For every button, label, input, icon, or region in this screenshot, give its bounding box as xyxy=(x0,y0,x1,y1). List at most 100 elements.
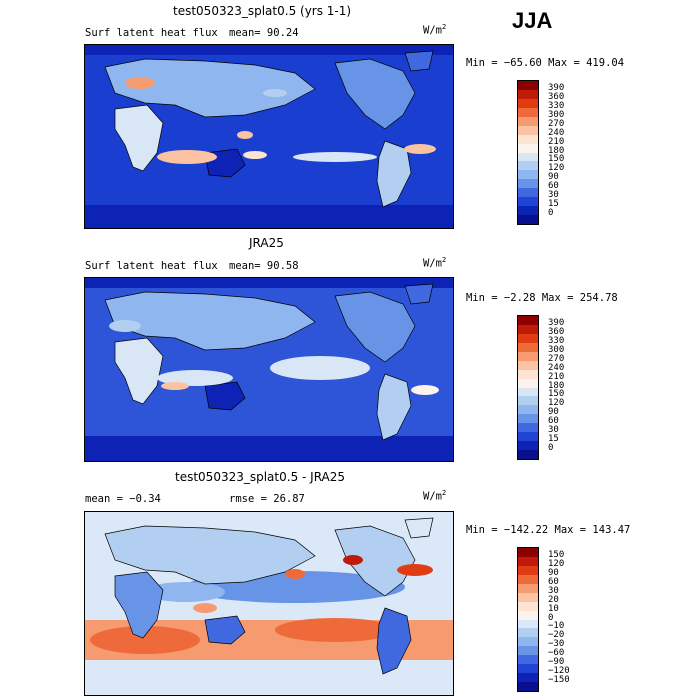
panel2-colorbar xyxy=(517,315,539,460)
colorbar-segment xyxy=(518,316,538,325)
colorbar-tick-label: 90 xyxy=(548,172,559,183)
panel3-colorbar-ticks: 150 120 90 60 30 20 10 0 −10 −20 −30 −60 −90 −120 −150 xyxy=(548,547,588,692)
colorbar-tick-label: 15 xyxy=(548,199,559,210)
colorbar-tick-label: 360 xyxy=(548,326,565,337)
colorbar-segment xyxy=(518,432,538,442)
colorbar-segment xyxy=(518,215,538,224)
colorbar-tick-label: 270 xyxy=(548,353,565,364)
panel3-mean: mean = −0.34 xyxy=(85,493,161,505)
panel2-colorbar-ticks: 390 360 330 300 270 240 210 180 150 120 90 60 30 15 0 xyxy=(548,315,588,460)
colorbar-segment xyxy=(518,565,538,575)
colorbar-tick-label: 120 xyxy=(548,398,565,409)
colorbar-segment xyxy=(518,682,538,691)
colorbar-segment xyxy=(518,188,538,198)
colorbar-segment xyxy=(518,197,538,207)
colorbar-segment xyxy=(518,324,538,334)
colorbar-tick-label: 150 xyxy=(548,389,565,400)
panel1-minmax: Min = −65.60 Max = 419.04 xyxy=(466,57,625,69)
colorbar-tick-label: 210 xyxy=(548,136,565,147)
colorbar-segment xyxy=(518,116,538,126)
colorbar-segment xyxy=(518,387,538,397)
colorbar-segment xyxy=(518,179,538,189)
colorbar-segment xyxy=(518,664,538,674)
colorbar-segment xyxy=(518,170,538,180)
panel3-map-field xyxy=(85,512,453,695)
panel3-minmax: Min = −142.22 Max = 143.47 xyxy=(466,524,631,536)
panel1-title: test050323_splat0.5 (yrs 1-1) xyxy=(173,4,352,18)
colorbar-segment xyxy=(518,342,538,352)
colorbar-tick-label: 180 xyxy=(548,145,565,156)
colorbar-tick-label: 20 xyxy=(548,594,559,605)
colorbar-tick-label: 390 xyxy=(548,82,565,93)
colorbar-segment xyxy=(518,360,538,370)
panel1-map xyxy=(84,44,454,229)
colorbar-segment xyxy=(518,619,538,629)
colorbar-segment xyxy=(518,125,538,135)
colorbar-segment xyxy=(518,628,538,638)
colorbar-segment xyxy=(518,441,538,451)
panel1-colorbar-ticks: 390 360 330 300 270 240 210 180 150 120 90 60 30 15 0 xyxy=(548,80,588,225)
colorbar-segment xyxy=(518,601,538,611)
colorbar-segment xyxy=(518,414,538,424)
panel3-units: W/m2 xyxy=(423,489,447,503)
colorbar-segment xyxy=(518,152,538,162)
colorbar-tick-label: 0 xyxy=(548,612,554,623)
colorbar-tick-label: −30 xyxy=(548,639,565,650)
colorbar-segment xyxy=(518,98,538,108)
colorbar-tick-label: 330 xyxy=(548,335,565,346)
panel2-map-field xyxy=(85,278,453,461)
colorbar-segment xyxy=(518,351,538,361)
colorbar-segment xyxy=(518,405,538,415)
panel1-units: W/m2 xyxy=(423,23,447,37)
panel1-mean: mean= 90.24 xyxy=(229,27,299,39)
panel3-rmse: rmse = 26.87 xyxy=(229,493,305,505)
colorbar-segment xyxy=(518,333,538,343)
colorbar-tick-label: −120 xyxy=(548,666,570,677)
panel2-field-label: Surf latent heat flux xyxy=(85,260,218,272)
panel2-minmax: Min = −2.28 Max = 254.78 xyxy=(466,292,618,304)
colorbar-tick-label: 360 xyxy=(548,91,565,102)
colorbar-segment xyxy=(518,81,538,90)
colorbar-tick-label: 300 xyxy=(548,109,565,120)
colorbar-tick-label: 30 xyxy=(548,585,559,596)
colorbar-tick-label: 90 xyxy=(548,407,559,418)
colorbar-tick-label: 0 xyxy=(548,208,554,219)
colorbar-tick-label: −20 xyxy=(548,630,565,641)
colorbar-tick-label: 30 xyxy=(548,425,559,436)
colorbar-segment xyxy=(518,556,538,566)
panel1-field-label: Surf latent heat flux xyxy=(85,27,218,39)
colorbar-segment xyxy=(518,637,538,647)
colorbar-segment xyxy=(518,655,538,665)
colorbar-tick-label: 180 xyxy=(548,380,565,391)
colorbar-tick-label: 60 xyxy=(548,181,559,192)
colorbar-tick-label: −60 xyxy=(548,648,565,659)
colorbar-tick-label: 15 xyxy=(548,434,559,445)
panel3-map xyxy=(84,511,454,696)
colorbar-tick-label: 10 xyxy=(548,603,559,614)
colorbar-tick-label: 30 xyxy=(548,190,559,201)
colorbar-tick-label: 60 xyxy=(548,576,559,587)
colorbar-tick-label: 240 xyxy=(548,362,565,373)
panel2-map xyxy=(84,277,454,462)
colorbar-segment xyxy=(518,583,538,593)
colorbar-tick-label: 390 xyxy=(548,317,565,328)
colorbar-tick-label: 120 xyxy=(548,558,565,569)
colorbar-tick-label: 60 xyxy=(548,416,559,427)
colorbar-tick-label: 330 xyxy=(548,100,565,111)
colorbar-segment xyxy=(518,673,538,683)
colorbar-tick-label: −150 xyxy=(548,675,570,686)
colorbar-segment xyxy=(518,161,538,171)
colorbar-tick-label: 120 xyxy=(548,163,565,174)
colorbar-segment xyxy=(518,396,538,406)
colorbar-segment xyxy=(518,378,538,388)
season-label: JJA xyxy=(512,8,553,33)
colorbar-segment xyxy=(518,646,538,656)
colorbar-segment xyxy=(518,450,538,459)
colorbar-segment xyxy=(518,134,538,144)
colorbar-segment xyxy=(518,592,538,602)
panel2-title: JRA25 xyxy=(249,236,284,250)
colorbar-segment xyxy=(518,143,538,153)
panel3-title: test050323_splat0.5 - JRA25 xyxy=(175,470,346,484)
colorbar-tick-label: 300 xyxy=(548,344,565,355)
panel1-map-field xyxy=(85,45,453,228)
